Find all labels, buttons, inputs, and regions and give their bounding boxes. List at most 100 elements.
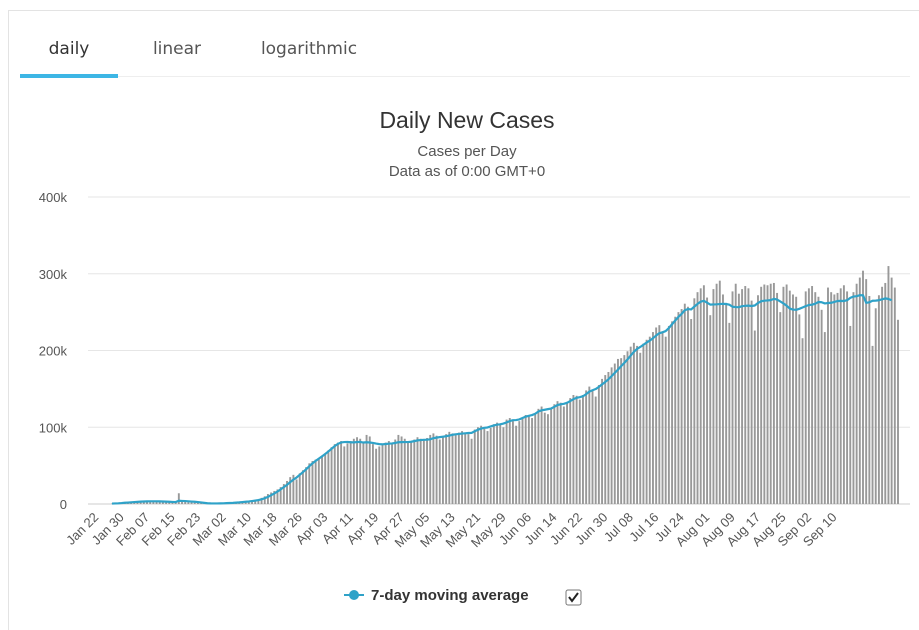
daily-case-bar[interactable] xyxy=(572,395,575,504)
daily-case-bar[interactable] xyxy=(687,306,689,504)
daily-case-bar[interactable] xyxy=(330,447,333,504)
daily-case-bar[interactable] xyxy=(343,446,346,504)
daily-case-bar[interactable] xyxy=(161,501,164,504)
daily-case-bar[interactable] xyxy=(531,418,534,504)
daily-case-bar[interactable] xyxy=(658,325,661,504)
daily-case-bar[interactable] xyxy=(419,438,422,504)
daily-case-bar[interactable] xyxy=(667,325,670,504)
daily-case-bar[interactable] xyxy=(865,279,868,504)
daily-case-bar[interactable] xyxy=(273,490,276,504)
daily-case-bar[interactable] xyxy=(696,292,699,504)
daily-case-bar[interactable] xyxy=(645,339,648,504)
daily-case-bar[interactable] xyxy=(448,431,451,504)
daily-case-bar[interactable] xyxy=(757,295,759,504)
daily-case-bar[interactable] xyxy=(760,286,763,504)
daily-case-bar[interactable] xyxy=(792,294,794,504)
daily-case-bar[interactable] xyxy=(146,501,148,504)
daily-case-bar[interactable] xyxy=(769,283,772,504)
daily-case-bar[interactable] xyxy=(432,433,435,504)
daily-case-bar[interactable] xyxy=(333,444,336,504)
daily-case-bar[interactable] xyxy=(321,455,323,504)
daily-case-bar[interactable] xyxy=(190,502,193,504)
daily-case-bar[interactable] xyxy=(540,406,543,504)
daily-case-bar[interactable] xyxy=(524,414,527,504)
daily-case-bar[interactable] xyxy=(400,436,403,504)
daily-case-bar[interactable] xyxy=(827,287,829,504)
daily-case-bar[interactable] xyxy=(200,503,203,504)
daily-case-bar[interactable] xyxy=(356,437,358,504)
daily-case-bar[interactable] xyxy=(502,427,505,504)
daily-case-bar[interactable] xyxy=(868,296,871,504)
daily-case-bar[interactable] xyxy=(480,425,483,504)
daily-case-bar[interactable] xyxy=(537,408,540,504)
daily-case-bar[interactable] xyxy=(521,418,524,504)
daily-case-bar[interactable] xyxy=(725,302,728,504)
daily-case-bar[interactable] xyxy=(289,477,292,504)
daily-case-bar[interactable] xyxy=(556,401,559,504)
daily-case-bar[interactable] xyxy=(798,314,801,504)
daily-case-bar[interactable] xyxy=(406,442,409,504)
daily-case-bar[interactable] xyxy=(887,266,890,504)
daily-case-bar[interactable] xyxy=(569,398,572,504)
daily-case-bar[interactable] xyxy=(470,438,473,504)
daily-case-bar[interactable] xyxy=(591,389,594,504)
daily-case-bar[interactable] xyxy=(317,457,320,504)
daily-case-bar[interactable] xyxy=(652,332,654,504)
daily-case-bar[interactable] xyxy=(473,429,476,504)
daily-case-bar[interactable] xyxy=(111,503,113,505)
daily-case-bar[interactable] xyxy=(349,441,352,504)
daily-case-bar[interactable] xyxy=(152,501,155,504)
daily-case-bar[interactable] xyxy=(193,502,196,504)
daily-case-bar[interactable] xyxy=(877,295,880,504)
daily-case-bar[interactable] xyxy=(588,386,591,504)
daily-case-bar[interactable] xyxy=(566,401,569,504)
daily-case-bar[interactable] xyxy=(648,336,651,504)
daily-case-bar[interactable] xyxy=(461,431,463,504)
daily-case-bar[interactable] xyxy=(842,285,845,504)
daily-case-bar[interactable] xyxy=(467,434,470,504)
daily-case-bar[interactable] xyxy=(359,438,362,504)
daily-case-bar[interactable] xyxy=(378,446,381,504)
daily-case-bar[interactable] xyxy=(833,294,836,504)
daily-case-bar[interactable] xyxy=(776,292,779,504)
daily-case-bar[interactable] xyxy=(257,499,260,504)
daily-case-bar[interactable] xyxy=(811,286,814,504)
daily-case-bar[interactable] xyxy=(301,470,304,504)
daily-case-bar[interactable] xyxy=(731,291,734,504)
daily-case-bar[interactable] xyxy=(610,367,613,504)
daily-case-bar[interactable] xyxy=(881,286,884,504)
daily-case-bar[interactable] xyxy=(492,424,495,504)
legend[interactable]: 7-day moving average xyxy=(344,587,582,606)
daily-case-bar[interactable] xyxy=(464,432,467,504)
daily-case-bar[interactable] xyxy=(263,496,266,504)
daily-case-bar[interactable] xyxy=(438,439,441,504)
daily-case-bar[interactable] xyxy=(489,428,492,504)
daily-case-bar[interactable] xyxy=(852,292,855,504)
daily-case-bar[interactable] xyxy=(394,439,397,504)
daily-case-bar[interactable] xyxy=(661,331,664,504)
moving-average-line[interactable] xyxy=(111,294,893,505)
daily-case-bar[interactable] xyxy=(286,480,288,504)
daily-case-bar[interactable] xyxy=(680,309,683,504)
daily-case-bar[interactable] xyxy=(314,459,317,504)
daily-case-bar[interactable] xyxy=(890,277,893,504)
daily-case-bar[interactable] xyxy=(311,461,314,504)
daily-case-bar[interactable] xyxy=(305,467,308,504)
daily-case-bar[interactable] xyxy=(403,438,406,504)
daily-case-bar[interactable] xyxy=(486,431,489,504)
daily-case-bar[interactable] xyxy=(613,363,616,504)
daily-case-bar[interactable] xyxy=(893,287,896,504)
daily-case-bar[interactable] xyxy=(855,283,858,504)
daily-case-bar[interactable] xyxy=(282,484,285,504)
daily-case-bar[interactable] xyxy=(874,308,877,504)
daily-case-bar[interactable] xyxy=(737,293,740,504)
daily-case-bar[interactable] xyxy=(846,291,849,504)
daily-case-bar[interactable] xyxy=(352,438,355,504)
daily-case-bar[interactable] xyxy=(196,502,199,504)
daily-case-bar[interactable] xyxy=(801,338,804,504)
daily-case-bar[interactable] xyxy=(753,330,756,504)
daily-case-bar[interactable] xyxy=(505,419,508,504)
daily-case-bar[interactable] xyxy=(553,404,556,504)
daily-case-bar[interactable] xyxy=(527,415,530,504)
daily-case-bar[interactable] xyxy=(346,443,349,504)
